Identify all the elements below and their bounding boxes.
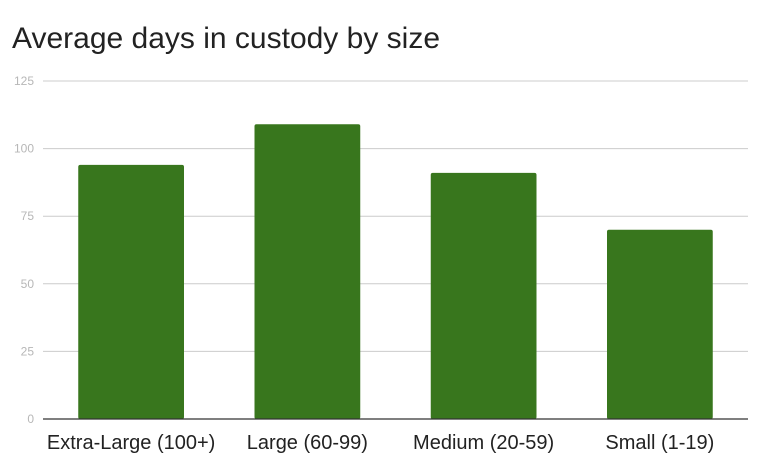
x-tick-label: Small (1-19): [605, 432, 714, 454]
bar[interactable]: [254, 124, 361, 419]
chart-title: Average days in custody by size: [12, 22, 440, 55]
y-axis-tick-labels: 0 25 50 75 100 125: [14, 74, 34, 426]
bar[interactable]: [78, 164, 184, 419]
y-tick-label: 125: [14, 74, 34, 88]
y-tick-label: 50: [21, 277, 35, 291]
x-tick-label: Medium (20-59): [413, 432, 554, 454]
x-axis-tick-labels: Extra-Large (100+) Large (60-99) Medium (2…: [47, 432, 714, 454]
x-tick-label: Large (60-99): [247, 432, 368, 454]
bars: [78, 124, 713, 419]
y-tick-label: 75: [21, 209, 35, 223]
y-tick-label: 25: [21, 344, 35, 358]
bar[interactable]: [430, 172, 537, 419]
x-tick-label: Extra-Large (100+): [47, 432, 215, 454]
bar[interactable]: [607, 229, 713, 419]
y-tick-label: 100: [14, 142, 34, 156]
y-tick-label: 0: [27, 412, 34, 426]
